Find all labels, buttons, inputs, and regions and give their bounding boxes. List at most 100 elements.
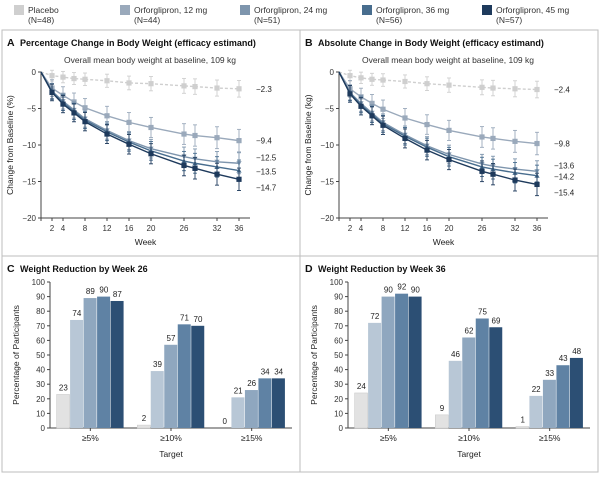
- series-line: [338, 71, 538, 91]
- bar-value-label: 33: [545, 369, 554, 378]
- data-point: [49, 73, 55, 79]
- bar: [70, 319, 84, 428]
- bar: [231, 397, 245, 428]
- y-tick-label: −20: [22, 214, 36, 223]
- bar: [515, 426, 530, 429]
- data-point: [236, 86, 242, 92]
- legend-item: Orforglipron, 24 mg(N=51): [240, 5, 327, 25]
- series-end-label: −15.4: [554, 188, 575, 197]
- y-tick-label: 20: [334, 395, 343, 404]
- bar-value-label: 46: [451, 350, 460, 359]
- y-tick-label: −15: [22, 178, 36, 187]
- bar-group: 23 74 89 90 87 ≥5%: [56, 286, 124, 443]
- bar-value-label: 87: [113, 290, 122, 299]
- bar: [448, 360, 462, 428]
- x-tick-label: 8: [83, 224, 88, 233]
- data-point: [214, 135, 220, 141]
- data-point: [479, 84, 485, 90]
- data-point: [126, 80, 132, 86]
- legend-swatch: [362, 5, 372, 15]
- x-axis-label: Target: [159, 449, 183, 459]
- data-point: [148, 124, 154, 131]
- data-point: [236, 176, 242, 182]
- data-point: [446, 157, 452, 163]
- x-tick-label: 12: [103, 224, 112, 233]
- bar: [529, 395, 543, 428]
- legend-swatch: [482, 5, 492, 15]
- data-point: [49, 89, 55, 96]
- series-end-label: −13.6: [554, 161, 575, 170]
- bar: [475, 318, 489, 428]
- y-axis-label: Percentage of Participants: [11, 305, 21, 405]
- bar-panel-c: C Weight Reduction by Week 26010203040506…: [7, 263, 292, 459]
- x-tick-label: 36: [235, 224, 244, 233]
- data-point: [369, 100, 375, 106]
- bar: [164, 344, 178, 428]
- y-tick-label: 20: [36, 395, 45, 404]
- y-tick-label: 90: [334, 293, 343, 302]
- y-tick-label: 100: [32, 278, 46, 287]
- data-point: [402, 115, 408, 121]
- series-4: −14.7: [40, 71, 277, 192]
- data-point: [369, 76, 375, 82]
- x-tick-label: 32: [213, 224, 222, 233]
- series-line: [40, 71, 240, 172]
- series-end-label: −14.2: [554, 173, 575, 182]
- data-point: [490, 135, 496, 142]
- data-point: [402, 135, 408, 142]
- legend-label: Orforglipron, 24 mg: [254, 5, 327, 15]
- bar-value-label: 2: [142, 414, 147, 423]
- data-point: [192, 132, 198, 139]
- bar: [150, 371, 164, 428]
- panel-letter: A: [7, 37, 15, 49]
- bar: [110, 300, 124, 428]
- bar: [569, 357, 583, 428]
- series-0: −2.3: [40, 69, 272, 98]
- legend-label: Placebo: [28, 5, 59, 15]
- legend-swatch: [240, 5, 250, 15]
- y-tick-label: 50: [334, 351, 343, 360]
- x-tick-label: 4: [359, 224, 364, 233]
- data-point: [446, 127, 452, 133]
- data-point: [82, 119, 88, 125]
- data-point: [214, 85, 220, 91]
- x-tick-label: ≥5%: [380, 433, 397, 443]
- y-tick-label: 40: [36, 366, 45, 375]
- y-tick-label: 30: [36, 380, 45, 389]
- data-point: [148, 81, 154, 87]
- y-tick-label: 0: [339, 424, 344, 433]
- x-tick-label: 8: [381, 224, 386, 233]
- bar: [435, 414, 449, 429]
- data-point: [512, 86, 518, 92]
- series-line: [40, 71, 240, 142]
- data-point: [490, 171, 496, 177]
- bar-value-label: 75: [478, 308, 487, 317]
- data-point: [512, 177, 518, 183]
- data-point: [534, 181, 540, 188]
- data-point: [347, 73, 353, 79]
- data-point: [380, 77, 386, 83]
- bar-value-label: 26: [247, 379, 256, 388]
- bar: [556, 365, 570, 428]
- series-end-label: −2.3: [256, 85, 272, 94]
- bar: [381, 296, 395, 428]
- y-tick-label: 60: [36, 336, 45, 345]
- bar-value-label: 90: [411, 286, 420, 295]
- bar: [258, 378, 272, 428]
- data-point: [512, 138, 518, 144]
- x-tick-label: 20: [147, 224, 156, 233]
- y-tick-label: −5: [27, 105, 37, 114]
- legend-item: Orforglipron, 36 mg(N=56): [362, 5, 449, 25]
- bar: [395, 293, 409, 428]
- series-end-label: −14.7: [256, 183, 277, 192]
- y-tick-label: 60: [334, 336, 343, 345]
- bar: [97, 296, 111, 428]
- bar-panel-d: D Weight Reduction by Week 36 0 10 20 30 40 50 6…: [305, 263, 590, 459]
- x-tick-label: 16: [423, 224, 432, 233]
- bar: [244, 390, 258, 428]
- panel-title: Absolute Change in Body Weight (efficacy…: [318, 38, 544, 48]
- legend-swatch: [14, 5, 24, 15]
- data-point: [104, 113, 110, 119]
